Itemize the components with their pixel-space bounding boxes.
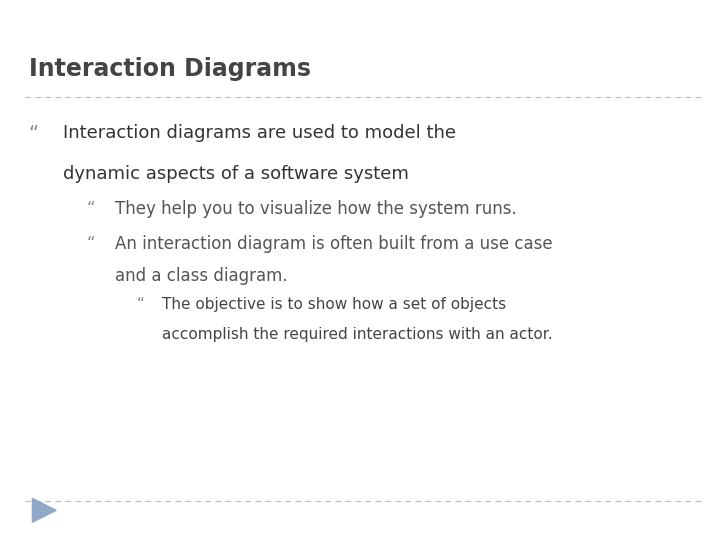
Text: Interaction diagrams are used to model the: Interaction diagrams are used to model t… [63, 124, 456, 142]
Text: dynamic aspects of a software system: dynamic aspects of a software system [63, 165, 409, 183]
Text: “: “ [29, 124, 39, 143]
Text: Interaction Diagrams: Interaction Diagrams [29, 57, 311, 80]
Text: “: “ [86, 235, 95, 253]
Text: and a class diagram.: and a class diagram. [115, 267, 288, 285]
Text: accomplish the required interactions with an actor.: accomplish the required interactions wit… [162, 327, 553, 342]
Text: “: “ [86, 200, 95, 218]
Text: An interaction diagram is often built from a use case: An interaction diagram is often built fr… [115, 235, 553, 253]
Text: The objective is to show how a set of objects: The objective is to show how a set of ob… [162, 297, 506, 312]
Text: They help you to visualize how the system runs.: They help you to visualize how the syste… [115, 200, 517, 218]
Polygon shape [32, 498, 56, 522]
Text: “: “ [137, 297, 145, 312]
